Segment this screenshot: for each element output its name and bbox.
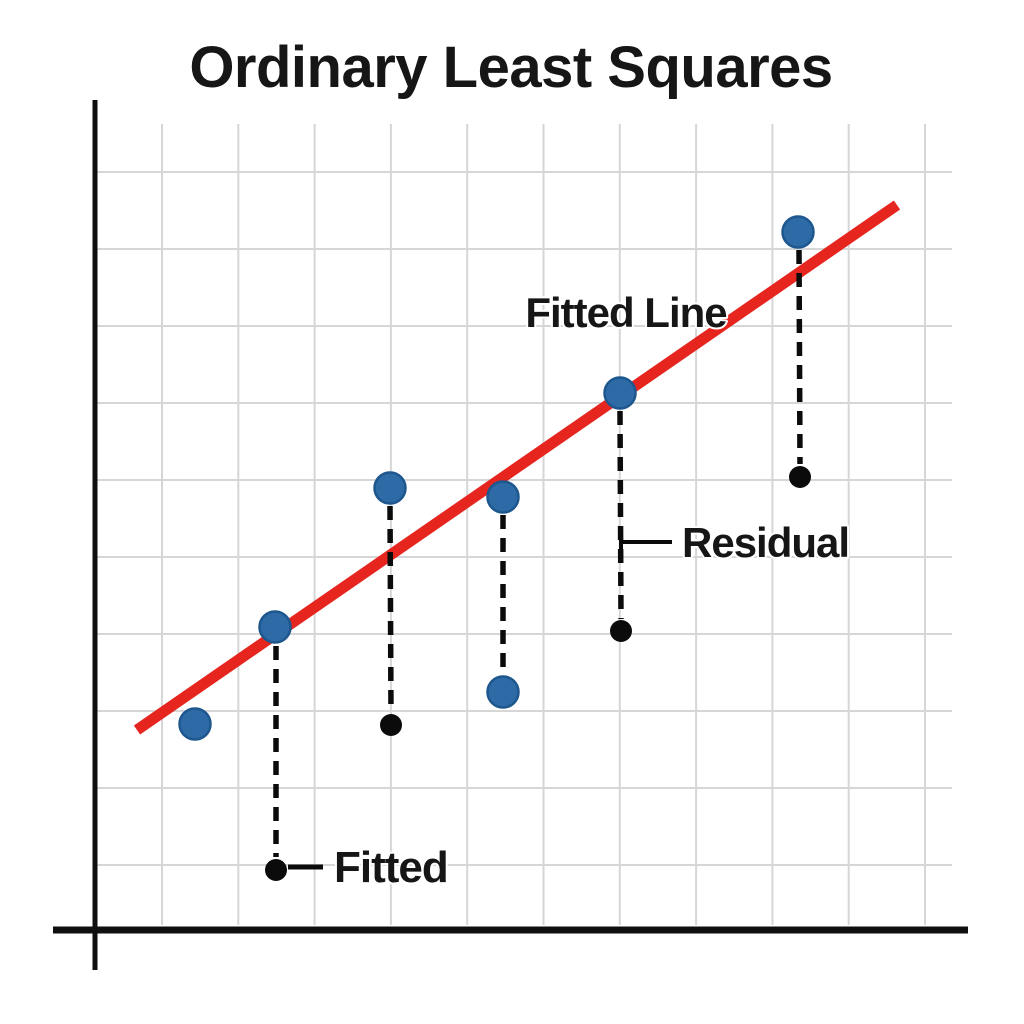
chart-title: Ordinary Least Squares — [189, 35, 832, 100]
data-point-dot — [603, 376, 637, 410]
fitted-markers — [265, 466, 811, 881]
fitted-label: Fitted — [334, 843, 448, 892]
residual-lines — [273, 249, 803, 857]
annotation-connectors — [288, 540, 672, 870]
residual-dashed-line — [796, 249, 803, 465]
label-connector-line — [619, 540, 672, 562]
fitted-marker-dot — [610, 620, 632, 642]
gridlines — [95, 124, 952, 925]
data-point-dot — [258, 610, 292, 644]
fitted-line-label: Fitted Line — [525, 289, 726, 336]
fitted-line-group — [133, 200, 901, 735]
axes — [53, 100, 968, 970]
fitted-marker-dot — [380, 714, 402, 736]
residual-label: Residual — [682, 519, 849, 566]
data-point-dot — [486, 480, 520, 514]
data-point-dot — [178, 707, 212, 741]
data-points — [178, 215, 815, 741]
residual-dashed-line — [387, 505, 394, 714]
residual-dashed-line — [617, 410, 624, 620]
data-point-dot — [486, 675, 520, 709]
fitted-line — [133, 200, 901, 735]
fitted-marker-dot — [265, 859, 287, 881]
data-point-dot — [781, 215, 815, 249]
fitted-marker-dot — [789, 466, 811, 488]
data-point-dot — [373, 471, 407, 505]
